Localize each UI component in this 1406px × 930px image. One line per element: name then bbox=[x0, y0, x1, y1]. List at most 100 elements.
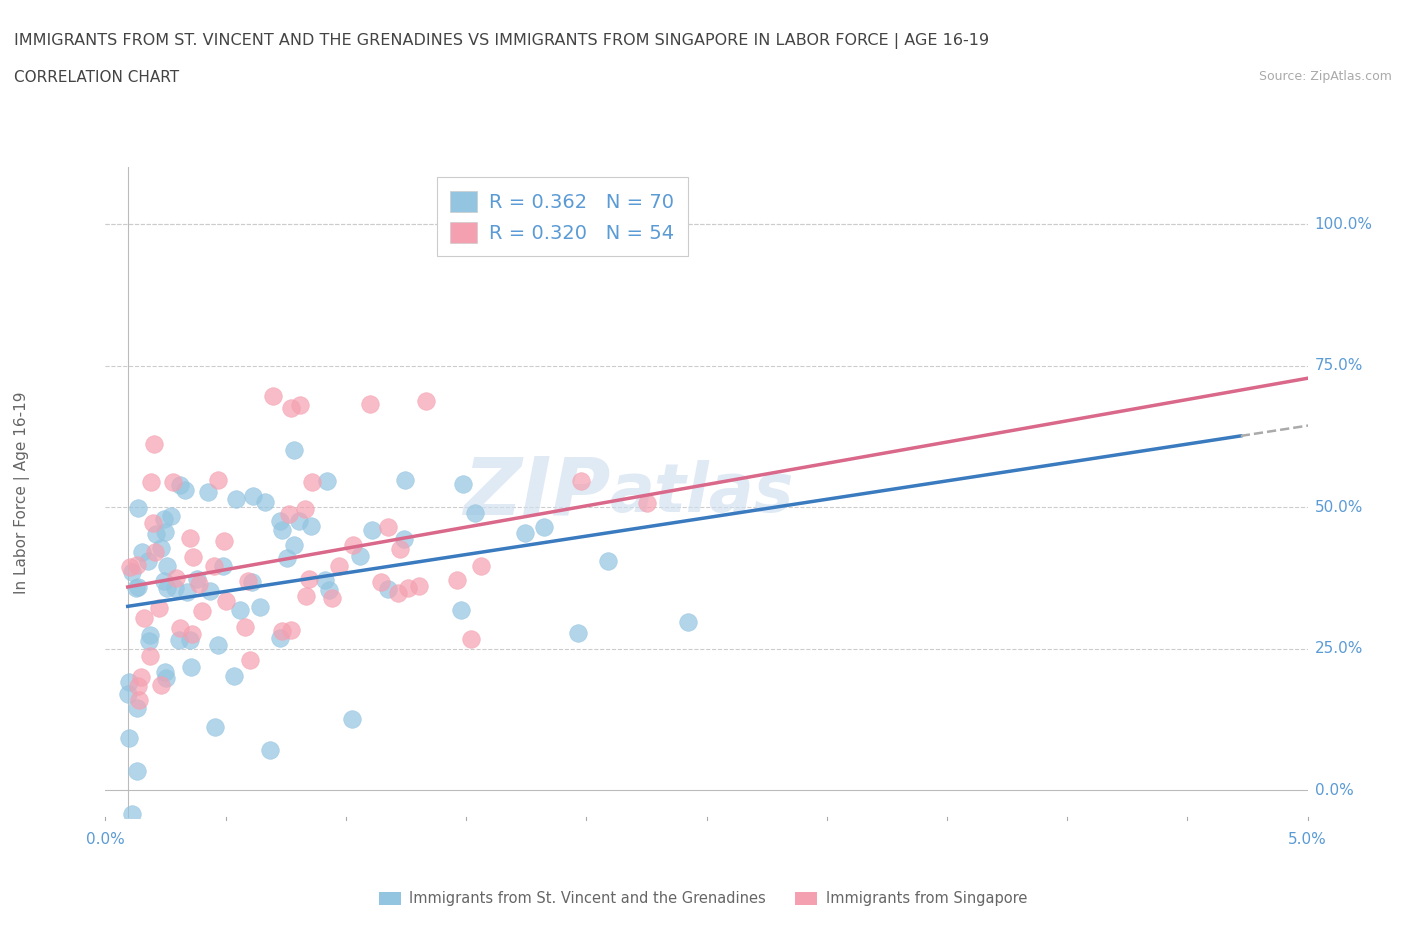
Text: ZIP: ZIP bbox=[463, 454, 610, 532]
Point bbox=[283, 538, 305, 552]
Point bbox=[238, 574, 260, 589]
Text: 0.0%: 0.0% bbox=[1315, 783, 1354, 798]
Point bbox=[299, 519, 322, 534]
Point bbox=[451, 477, 474, 492]
Point bbox=[342, 538, 364, 552]
Point bbox=[127, 764, 149, 778]
Point bbox=[165, 570, 187, 585]
Point bbox=[470, 558, 492, 573]
Point bbox=[270, 624, 292, 639]
Point bbox=[240, 574, 263, 589]
Point bbox=[197, 485, 219, 499]
Point bbox=[165, 580, 187, 595]
Text: 25.0%: 25.0% bbox=[1315, 641, 1362, 656]
Point bbox=[179, 530, 201, 545]
Point bbox=[127, 579, 149, 594]
Point bbox=[215, 594, 238, 609]
Point bbox=[515, 525, 537, 540]
Point bbox=[392, 531, 415, 546]
Point bbox=[396, 580, 419, 595]
Point bbox=[149, 541, 172, 556]
Point bbox=[464, 505, 486, 520]
Point bbox=[212, 533, 235, 548]
Point bbox=[138, 628, 160, 643]
Point bbox=[415, 393, 437, 408]
Point bbox=[148, 601, 170, 616]
Point bbox=[283, 443, 305, 458]
Point bbox=[118, 560, 141, 575]
Point bbox=[280, 623, 302, 638]
Point bbox=[150, 678, 173, 693]
Legend: Immigrants from St. Vincent and the Grenadines, Immigrants from Singapore: Immigrants from St. Vincent and the Gren… bbox=[371, 884, 1035, 913]
Point bbox=[328, 558, 350, 573]
Point bbox=[249, 600, 271, 615]
Point bbox=[359, 396, 381, 411]
Point bbox=[450, 603, 472, 618]
Point bbox=[290, 398, 312, 413]
Point bbox=[408, 578, 430, 593]
Point bbox=[294, 589, 316, 604]
Point bbox=[316, 473, 339, 488]
Point bbox=[287, 513, 309, 528]
Text: 5.0%: 5.0% bbox=[1288, 832, 1327, 847]
Point bbox=[636, 496, 658, 511]
Point bbox=[138, 649, 160, 664]
Point bbox=[160, 509, 183, 524]
Point bbox=[676, 615, 699, 630]
Point bbox=[198, 584, 221, 599]
Point bbox=[179, 632, 201, 647]
Point bbox=[301, 474, 323, 489]
Point bbox=[169, 478, 191, 493]
Point bbox=[446, 573, 468, 588]
Point bbox=[127, 679, 149, 694]
Point bbox=[269, 631, 291, 645]
Point bbox=[127, 557, 149, 572]
Point bbox=[460, 631, 482, 646]
Text: IMMIGRANTS FROM ST. VINCENT AND THE GRENADINES VS IMMIGRANTS FROM SINGAPORE IN L: IMMIGRANTS FROM ST. VINCENT AND THE GREN… bbox=[14, 33, 990, 48]
Point bbox=[117, 686, 139, 701]
Point bbox=[387, 586, 409, 601]
Point bbox=[349, 549, 371, 564]
Point bbox=[118, 675, 141, 690]
Point bbox=[259, 743, 281, 758]
Point bbox=[278, 506, 301, 521]
Text: CORRELATION CHART: CORRELATION CHART bbox=[14, 70, 179, 85]
Point bbox=[253, 494, 276, 509]
Text: 50.0%: 50.0% bbox=[1315, 499, 1362, 514]
Text: Source: ZipAtlas.com: Source: ZipAtlas.com bbox=[1258, 70, 1392, 83]
Point bbox=[188, 577, 211, 591]
Point bbox=[225, 491, 247, 506]
Point bbox=[394, 473, 416, 488]
Point bbox=[141, 474, 163, 489]
Text: 0.0%: 0.0% bbox=[86, 832, 125, 847]
Point bbox=[318, 583, 340, 598]
Point bbox=[321, 591, 343, 605]
Point bbox=[127, 501, 149, 516]
Point bbox=[176, 585, 198, 600]
Point bbox=[128, 693, 150, 708]
Point bbox=[598, 554, 620, 569]
Point bbox=[131, 545, 153, 560]
Point bbox=[155, 671, 177, 685]
Point bbox=[191, 604, 214, 618]
Text: 100.0%: 100.0% bbox=[1315, 217, 1372, 232]
Point bbox=[173, 483, 195, 498]
Legend: R = 0.362   N = 70, R = 0.320   N = 54: R = 0.362 N = 70, R = 0.320 N = 54 bbox=[437, 177, 688, 257]
Point bbox=[156, 558, 179, 573]
Point bbox=[181, 550, 204, 565]
Point bbox=[262, 389, 284, 404]
Point bbox=[229, 603, 252, 618]
Point bbox=[314, 572, 336, 587]
Point bbox=[202, 558, 225, 573]
Text: 75.0%: 75.0% bbox=[1315, 358, 1362, 373]
Point bbox=[533, 520, 555, 535]
Point bbox=[377, 520, 399, 535]
Point bbox=[167, 632, 190, 647]
Point bbox=[153, 525, 176, 539]
Point bbox=[153, 574, 176, 589]
Point bbox=[377, 581, 399, 596]
Point bbox=[242, 488, 264, 503]
Point bbox=[125, 700, 148, 715]
Text: atlas: atlas bbox=[610, 460, 794, 525]
Text: In Labor Force | Age 16-19: In Labor Force | Age 16-19 bbox=[14, 392, 30, 594]
